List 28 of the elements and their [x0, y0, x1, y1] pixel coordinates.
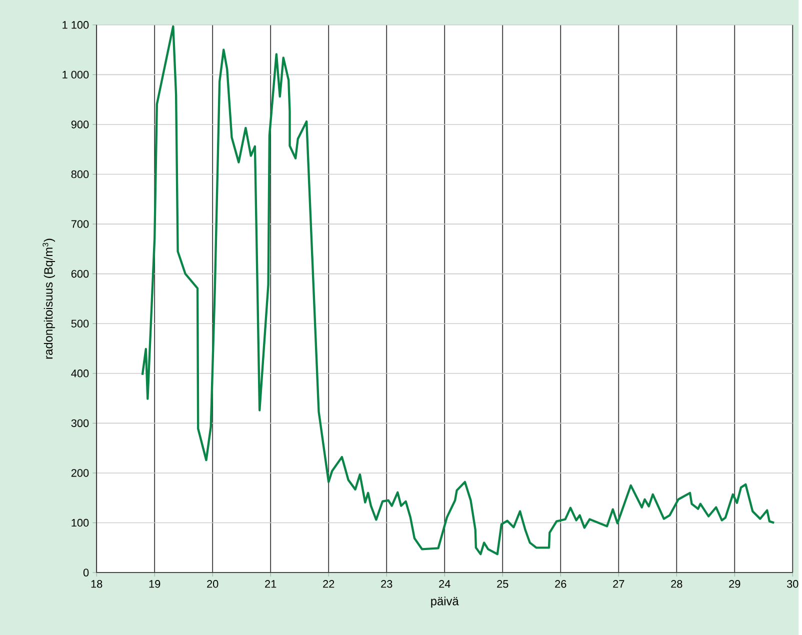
y-tick-label: 200 [71, 468, 89, 477]
x-tick-label: 20 [207, 580, 218, 588]
x-tick-label: 23 [381, 580, 392, 588]
x-tick-label: 28 [671, 580, 682, 588]
x-tick-label: 21 [265, 580, 276, 588]
x-tick-label: 30 [786, 580, 798, 588]
y-tick-label: 100 [72, 518, 89, 526]
y-tick-label: 600 [71, 270, 89, 278]
x-tick-label: 25 [497, 580, 508, 588]
y-axis-title: radonpitoisuus (Bq/m$^{3}$) [42, 238, 55, 358]
line-series [141, 25, 776, 556]
y-tick-label: 1 000 [62, 70, 89, 78]
y-tick-label: 700 [71, 220, 89, 228]
x-tick-label: 29 [729, 580, 740, 588]
y-tick-label: 400 [71, 369, 89, 378]
y-tick-label: 300 [71, 419, 89, 427]
x-tick-label: 18 [91, 580, 102, 588]
x-tick-label: 19 [149, 580, 160, 588]
y-tick-label: 500 [71, 320, 89, 328]
y-tick-label: 800 [71, 170, 89, 178]
x-tick-label: 22 [323, 580, 334, 588]
x-tick-label: 27 [613, 580, 624, 588]
y-tick-label: 1 100 [62, 20, 89, 29]
x-tick-label: 24 [439, 580, 450, 588]
x-tick-label: 26 [555, 580, 566, 588]
x-axis-title: päivä [431, 596, 459, 608]
y-tick-label: 0 [83, 568, 89, 576]
y-tick-label: 900 [71, 120, 89, 128]
